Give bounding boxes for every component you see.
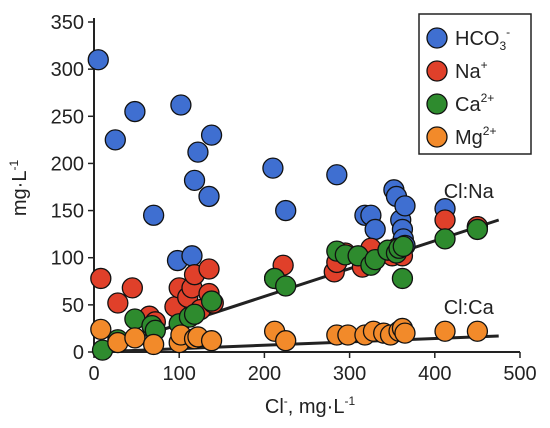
x-tick-label: 0 — [88, 363, 99, 385]
point-hco3 — [104, 129, 126, 151]
point-ca2 — [392, 235, 414, 258]
y-tick-label: 50 — [62, 295, 84, 317]
axes: 0 50 100 150 200 250 300 350 0 100 200 300 400 500 — [51, 12, 537, 385]
legend-label-na: Na+ — [455, 58, 488, 83]
point-ca2 — [434, 228, 456, 250]
point-hco3 — [170, 94, 192, 116]
point-ca2 — [275, 275, 297, 297]
y-tick-label: 250 — [51, 106, 84, 128]
point-hco3 — [364, 218, 386, 241]
x-tick-label: 300 — [333, 363, 366, 385]
point-mg2 — [466, 320, 489, 342]
y-tick-label: 300 — [51, 59, 84, 81]
point-hco3 — [394, 195, 416, 217]
point-ca2 — [183, 303, 206, 325]
point-hco3 — [124, 100, 146, 123]
point-mg2 — [275, 330, 297, 352]
point-hco3 — [187, 141, 209, 163]
point-hco3 — [142, 204, 165, 226]
trendline-label: Cl:Na — [444, 181, 495, 203]
data-points — [87, 49, 489, 361]
point-na — [107, 292, 129, 314]
point-na — [198, 258, 220, 280]
point-na — [434, 209, 456, 231]
trendline-label: Cl:Ca — [444, 297, 495, 319]
point-hco3 — [275, 199, 297, 222]
point-na — [121, 277, 143, 299]
point-hco3 — [183, 169, 206, 192]
point-ca2 — [466, 218, 489, 241]
legend: HCO3- Na+ Ca2+ Mg2+ — [418, 13, 532, 155]
legend-marker-ca2 — [426, 93, 448, 115]
point-hco3 — [262, 157, 284, 179]
y-tick-label: 150 — [51, 201, 84, 223]
y-tick-label: 350 — [51, 12, 84, 34]
x-axis-label: Cl-, mg·L-1 — [265, 394, 356, 418]
legend-marker-mg2 — [426, 126, 448, 148]
legend-label-hco3: HCO3- — [455, 25, 510, 53]
point-ca2 — [200, 290, 223, 312]
point-mg2 — [124, 327, 146, 349]
x-tick-label: 100 — [163, 363, 196, 385]
point-hco3 — [198, 185, 220, 208]
y-tick-label: 100 — [51, 248, 84, 270]
legend-label-mg2: Mg2+ — [455, 124, 496, 149]
point-mg2 — [200, 330, 223, 352]
x-tick-label: 400 — [418, 363, 451, 385]
point-mg2 — [90, 318, 112, 341]
y-tick-label: 0 — [73, 342, 84, 364]
x-tick-label: 200 — [248, 363, 281, 385]
point-hco3 — [181, 245, 203, 267]
point-na — [90, 267, 112, 290]
legend-label-ca2: Ca2+ — [455, 91, 494, 116]
point-mg2 — [434, 320, 456, 342]
point-hco3 — [200, 124, 223, 146]
legend-marker-na — [426, 60, 448, 82]
point-hco3 — [326, 164, 348, 186]
y-axis-label: mg·L-1 — [7, 160, 31, 217]
x-tick-label: 500 — [503, 363, 536, 385]
point-ca2 — [391, 267, 414, 290]
y-tick-label: 200 — [51, 153, 84, 175]
point-hco3 — [87, 49, 109, 71]
legend-marker-hco3 — [426, 27, 448, 49]
point-mg2 — [142, 333, 165, 356]
point-mg2 — [394, 322, 416, 344]
